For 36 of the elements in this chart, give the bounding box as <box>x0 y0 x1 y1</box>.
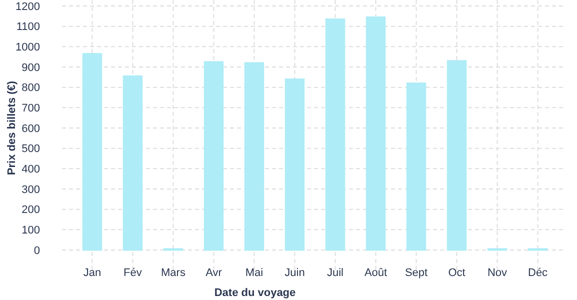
x-tick-label: Mai <box>245 267 264 279</box>
x-tick-label: Avr <box>206 267 222 279</box>
x-tick-label: Jan <box>83 267 102 279</box>
x-tick-label: Août <box>364 267 388 279</box>
bar <box>284 78 305 251</box>
y-axis-title: Prix des billets (€) <box>6 80 18 176</box>
y-tick-label: 100 <box>22 224 40 237</box>
y-tick-label: 400 <box>22 164 40 176</box>
y-tick-label: 1000 <box>16 42 40 54</box>
y-tick-label: 900 <box>22 62 40 74</box>
x-tick-label: Juil <box>326 267 344 279</box>
x-tick-label: Déc <box>528 267 548 279</box>
bar <box>366 16 386 251</box>
bar <box>204 61 224 251</box>
x-tick-label: Sept <box>404 267 428 279</box>
y-tick-label: 1100 <box>16 21 40 34</box>
y-tick-label: 200 <box>22 204 40 216</box>
y-tick-label: 700 <box>22 102 40 115</box>
bar <box>244 62 264 251</box>
x-tick-label: Nov <box>487 267 508 279</box>
y-tick-label: 0 <box>34 244 40 257</box>
y-tick-label: 300 <box>22 184 40 196</box>
y-tick-label: 500 <box>22 143 40 156</box>
bar <box>325 18 346 251</box>
x-tick-label: Juin <box>284 267 305 279</box>
x-tick-label: Fév <box>124 267 142 279</box>
x-tick-label: Mars <box>161 267 186 279</box>
y-tick-label: 600 <box>22 122 40 135</box>
bar <box>406 82 426 251</box>
bar <box>122 75 143 251</box>
x-axis-title: Date du voyage <box>214 287 296 299</box>
y-tick-label: 800 <box>22 82 40 94</box>
x-tick-label: Oct <box>448 267 466 279</box>
y-tick-label: 1200 <box>16 0 40 13</box>
bar <box>446 60 467 251</box>
bar <box>82 53 102 251</box>
